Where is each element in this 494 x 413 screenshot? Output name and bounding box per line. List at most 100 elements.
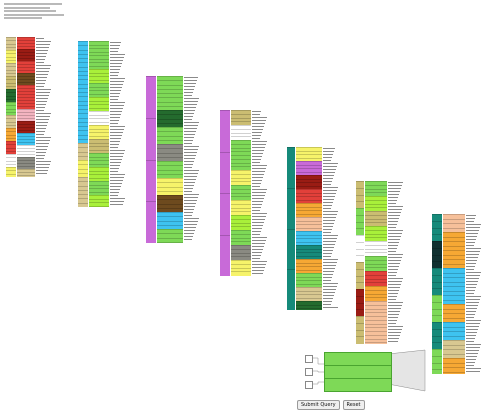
panel-label-tick xyxy=(323,211,338,212)
panel-label-tick xyxy=(110,120,119,121)
panel-label-tick xyxy=(36,158,44,159)
header-line xyxy=(4,6,50,9)
panel-label-tick xyxy=(252,177,263,178)
panel-label-tick xyxy=(184,206,195,207)
panel-label-tick xyxy=(184,158,195,159)
panel-label-tick xyxy=(466,317,474,318)
panel-label-tick xyxy=(323,199,334,200)
panel-stripe xyxy=(89,97,109,111)
panel-stripe xyxy=(6,89,16,102)
panel-label-tick xyxy=(466,218,475,219)
panel-label-tick xyxy=(110,117,120,118)
reset-button[interactable]: Reset xyxy=(342,400,365,410)
panel-label-tick xyxy=(110,162,121,163)
panel-stripe xyxy=(157,178,183,195)
panel-label-tick xyxy=(184,176,197,177)
panel-label-tick xyxy=(388,329,402,330)
panel-stripe xyxy=(443,358,465,374)
panel-label-tick xyxy=(252,159,261,160)
panel-label-tick xyxy=(388,212,401,213)
header-line xyxy=(4,10,56,13)
panel-label-tick xyxy=(110,72,119,73)
panel-label-tick xyxy=(466,242,475,243)
panel-stripe xyxy=(89,41,109,55)
panel-label-tick xyxy=(323,283,338,284)
panel-stripe xyxy=(432,349,442,374)
panel-label-tick xyxy=(466,233,478,234)
panel-label-tick xyxy=(252,165,267,166)
panel-color-column xyxy=(89,41,109,207)
panel-label-tick xyxy=(252,135,261,136)
header-line xyxy=(4,17,42,20)
legend-checkbox[interactable] xyxy=(305,355,313,363)
panel-label-tick xyxy=(466,338,475,339)
panel-label-tick xyxy=(252,117,267,118)
panel-label-tick xyxy=(184,197,198,198)
panel-label-tick xyxy=(252,141,267,142)
panel-label-tick xyxy=(110,123,118,124)
panel-label-tick xyxy=(388,323,396,324)
legend-checkbox[interactable] xyxy=(305,381,313,389)
panel-label-tick xyxy=(184,143,192,144)
panel-stripe xyxy=(17,37,35,49)
panel-label-tick xyxy=(184,164,193,165)
panel-label-tick xyxy=(388,263,400,264)
panel-color-column xyxy=(231,110,251,276)
legend-checkbox[interactable] xyxy=(305,368,313,376)
panel-label-tick xyxy=(184,194,199,195)
panel-label-tick xyxy=(110,66,121,67)
panel-label-tick xyxy=(184,92,193,93)
panel-label-tick xyxy=(252,111,261,112)
panel-stripe xyxy=(78,194,88,207)
panel-stripe xyxy=(17,61,35,73)
panel-label-tick xyxy=(184,155,196,156)
panel-label-tick xyxy=(323,277,332,278)
panel-label-tick xyxy=(388,278,403,279)
panel-label-tick xyxy=(110,60,123,61)
panel-label-tick xyxy=(184,227,196,228)
panel-label-tick xyxy=(388,194,399,195)
panel-stripe xyxy=(443,304,465,322)
panel-stripe xyxy=(365,181,387,196)
panel-label-tick xyxy=(388,275,396,276)
panel-stripe xyxy=(6,154,16,167)
panel-label-tick xyxy=(110,90,121,91)
panel-label-tick xyxy=(252,267,265,268)
panel-label-tick xyxy=(36,89,51,90)
panel-stripe xyxy=(89,153,109,167)
panel-label-tick xyxy=(388,191,400,192)
panel-color-column xyxy=(6,37,16,177)
panel-label-tick xyxy=(388,290,399,291)
panel-label-tick xyxy=(466,296,481,297)
panel-stripe xyxy=(157,76,183,93)
panel-stripe xyxy=(157,212,183,229)
panel-label-tick xyxy=(466,305,478,306)
panel-label-column xyxy=(252,110,268,276)
panel-label-tick xyxy=(466,266,475,267)
panel-label-tick xyxy=(110,51,118,52)
panel-label-tick xyxy=(466,263,476,264)
panel-label-tick xyxy=(388,260,401,261)
panel-label-tick xyxy=(252,201,263,202)
panel-color-column xyxy=(432,214,442,374)
panel-stripe xyxy=(365,211,387,226)
panel-label-tick xyxy=(323,286,337,287)
panel-stripe xyxy=(231,140,251,155)
panel-label-tick xyxy=(252,261,267,262)
panel-label-tick xyxy=(110,135,122,136)
panel-label-tick xyxy=(36,77,47,78)
panel-stripe xyxy=(89,167,109,181)
panel-label-tick xyxy=(388,200,397,201)
alignment-panel xyxy=(432,214,482,374)
panel-label-tick xyxy=(110,75,118,76)
panel-label-tick xyxy=(110,96,119,97)
panel-stripe xyxy=(443,214,465,232)
panel-stripe xyxy=(157,127,183,144)
panel-label-tick xyxy=(466,227,480,228)
panel-label-tick xyxy=(36,170,48,171)
panel-label-tick xyxy=(184,170,199,171)
panel-label-tick xyxy=(388,209,402,210)
panel-label-tick xyxy=(323,178,333,179)
submit-query-button[interactable]: Submit Query xyxy=(297,400,340,410)
panel-label-tick xyxy=(323,292,335,293)
